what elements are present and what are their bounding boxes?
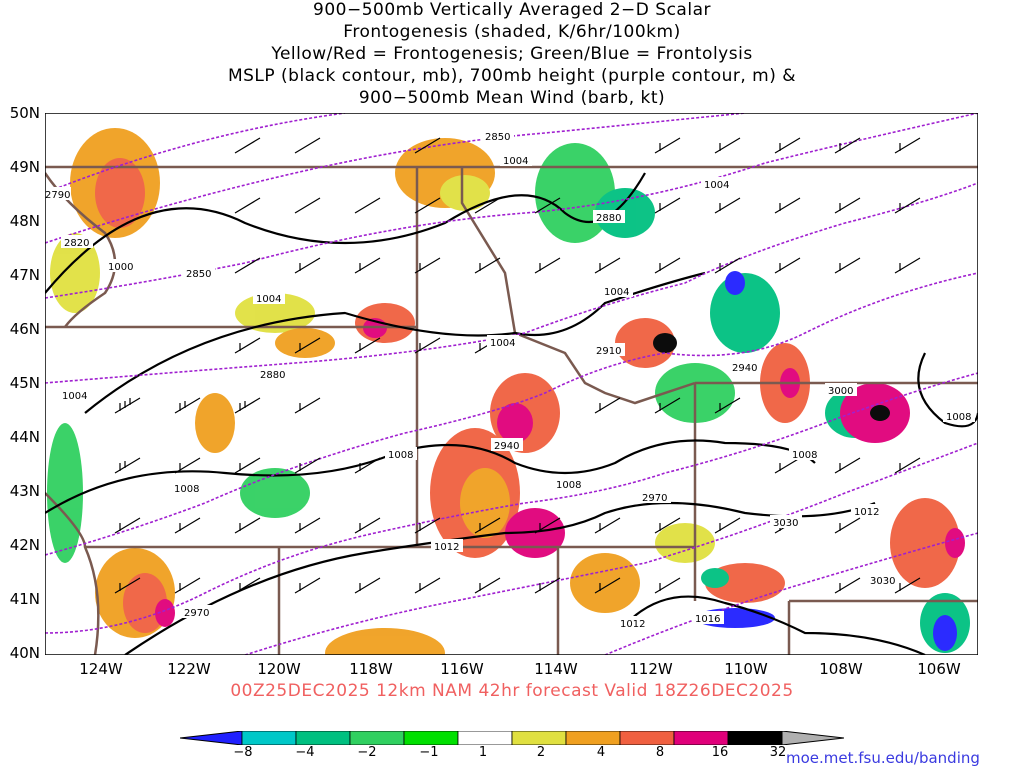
height-label: 2970 — [642, 493, 667, 504]
mslp-label: 1004 — [604, 287, 629, 298]
lat-label: 40N — [9, 644, 40, 662]
colorbar-segment — [511, 731, 567, 745]
frontogenesis-shading — [47, 128, 970, 655]
lat-label: 43N — [9, 482, 40, 500]
colorbar-label: 1 — [478, 745, 488, 760]
colorbar-segment — [673, 731, 729, 745]
height-label: 2940 — [732, 363, 757, 374]
colorbar — [180, 731, 844, 745]
mslp-label: 1004 — [704, 180, 729, 191]
lat-label: 42N — [9, 536, 40, 554]
colorbar-segment — [619, 731, 675, 745]
lon-label: 108W — [819, 660, 863, 678]
colorbar-arrow-high — [781, 731, 844, 745]
title-line-4: MSLP (black contour, mb), 700mb height (… — [227, 66, 797, 86]
colorbar-segment — [565, 731, 621, 745]
height-label: 2970 — [184, 608, 209, 619]
wind-barbs — [114, 137, 921, 594]
colorbar-label: 8 — [655, 745, 665, 760]
colorbar-label: 16 — [711, 745, 729, 760]
title-line-1: 900−500mb Vertically Averaged 2−D Scalar — [313, 0, 711, 20]
colorbar-label: 2 — [536, 745, 546, 760]
mslp-label: 1012 — [434, 542, 459, 553]
mslp-label: 1008 — [556, 480, 581, 491]
colorbar-arrow-low — [180, 731, 243, 745]
colorbar-label: 4 — [596, 745, 606, 760]
mslp-label: 1004 — [256, 294, 281, 305]
lon-label: 114W — [534, 660, 578, 678]
lon-label: 120W — [257, 660, 301, 678]
lon-label: 116W — [440, 660, 484, 678]
credit-link[interactable]: moe.met.fsu.edu/banding — [786, 749, 980, 767]
colorbar-label: −8 — [233, 745, 253, 760]
title-line-5: 900−500mb Mean Wind (barb, kt) — [358, 88, 666, 108]
mslp-contours — [45, 172, 978, 655]
height-label: 2880 — [596, 213, 621, 224]
colorbar-segment — [349, 731, 405, 745]
mslp-label: 1000 — [108, 262, 133, 273]
colorbar-segment — [727, 731, 783, 745]
colorbar-segment — [403, 731, 459, 745]
lon-label: 106W — [917, 660, 961, 678]
valid-time: 00Z25DEC2025 12km NAM 42hr forecast Vali… — [230, 681, 794, 701]
lon-label: 112W — [629, 660, 673, 678]
height-label: 2820 — [64, 238, 89, 249]
colorbar-label: 32 — [769, 745, 787, 760]
height-label: 2910 — [596, 346, 621, 357]
lat-label: 50N — [9, 104, 40, 122]
lat-label: 41N — [9, 590, 40, 608]
mslp-label: 1012 — [620, 619, 645, 630]
colorbar-label: −4 — [295, 745, 315, 760]
colorbar-segment — [295, 731, 351, 745]
mslp-label: 1004 — [490, 338, 515, 349]
lon-label: 110W — [724, 660, 768, 678]
lat-label: 47N — [9, 266, 40, 284]
height-label: 2850 — [485, 132, 510, 143]
state-borders — [45, 165, 978, 655]
height-label: 2940 — [494, 441, 519, 452]
height-label: 2790 — [45, 190, 70, 201]
contour-labels: 1004 1000 1004 1004 1004 1004 1004 1008 … — [45, 129, 975, 630]
mslp-label: 1004 — [62, 391, 87, 402]
title-line-3: Yellow/Red = Frontogenesis; Green/Blue =… — [271, 44, 753, 64]
lon-label: 122W — [167, 660, 211, 678]
mslp-label: 1004 — [503, 156, 528, 167]
lat-label: 48N — [9, 212, 40, 230]
mslp-label: 1008 — [388, 450, 413, 461]
lat-label: 45N — [9, 374, 40, 392]
colorbar-label: −2 — [357, 745, 377, 760]
lat-label: 49N — [9, 158, 40, 176]
mslp-label: 1008 — [946, 412, 971, 423]
height-label: 2880 — [260, 370, 285, 381]
lat-label: 46N — [9, 320, 40, 338]
height-label: 2850 — [186, 269, 211, 280]
mslp-label: 1012 — [854, 507, 879, 518]
colorbar-segment — [241, 731, 297, 745]
height-label: 3030 — [870, 576, 895, 587]
colorbar-segment — [457, 731, 513, 745]
mslp-label: 1008 — [792, 450, 817, 461]
mslp-label: 1016 — [695, 614, 720, 625]
lat-label: 44N — [9, 428, 40, 446]
lon-label: 124W — [79, 660, 123, 678]
title-line-2: Frontogenesis (shaded, K/6hr/100km) — [343, 22, 681, 42]
lon-label: 118W — [349, 660, 393, 678]
frontogenesis-map: 1004 1000 1004 1004 1004 1004 1004 1008 … — [45, 113, 978, 655]
mslp-label: 1008 — [174, 484, 199, 495]
height-label: 3030 — [773, 518, 798, 529]
height-label: 3000 — [828, 386, 853, 397]
colorbar-label: −1 — [419, 745, 439, 760]
